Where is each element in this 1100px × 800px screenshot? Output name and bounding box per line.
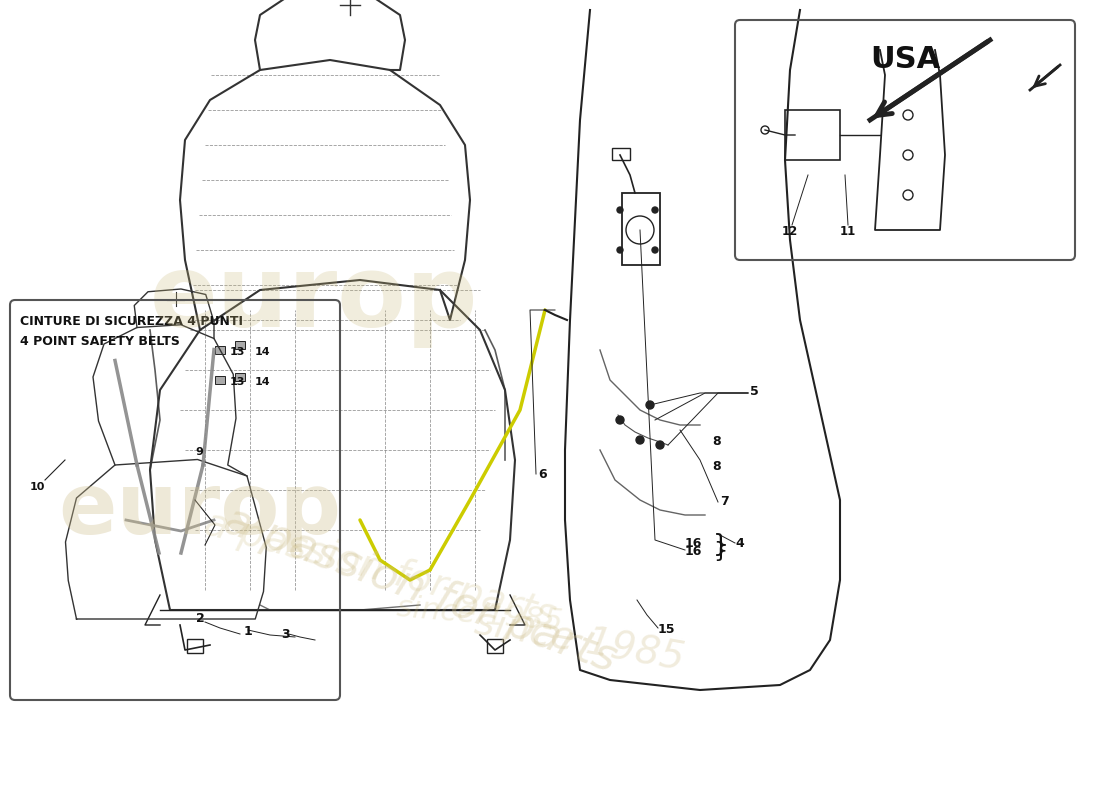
Text: 3: 3 (280, 628, 289, 641)
Text: 10: 10 (30, 482, 45, 492)
Text: a passion for parts: a passion for parts (200, 505, 560, 635)
Bar (487, 639, 503, 653)
Text: 16: 16 (685, 545, 703, 558)
Text: }: } (713, 541, 727, 561)
Text: 4 POINT SAFETY BELTS: 4 POINT SAFETY BELTS (20, 335, 180, 348)
Circle shape (617, 207, 623, 213)
Text: 8: 8 (712, 435, 720, 448)
Text: 5: 5 (750, 385, 759, 398)
Text: 16: 16 (685, 537, 703, 550)
Text: 13: 13 (230, 347, 245, 357)
Circle shape (646, 401, 654, 409)
Text: 7: 7 (720, 495, 728, 508)
Text: since 1985: since 1985 (396, 594, 564, 637)
Circle shape (652, 247, 658, 253)
Bar (235, 373, 245, 381)
Text: 1: 1 (243, 625, 252, 638)
Text: 11: 11 (840, 225, 856, 238)
Text: europ: europ (150, 251, 478, 349)
Bar (187, 639, 204, 653)
Bar (621, 193, 660, 265)
Bar (214, 376, 225, 384)
Bar (214, 346, 225, 354)
Text: 14: 14 (255, 347, 271, 357)
Text: 12: 12 (782, 225, 799, 238)
Text: since 1985: since 1985 (472, 603, 688, 677)
Text: a passion for parts: a passion for parts (218, 499, 623, 681)
Circle shape (656, 441, 664, 449)
Text: europ: europ (58, 469, 342, 551)
Text: 15: 15 (658, 623, 675, 636)
Bar (235, 341, 245, 349)
Text: CINTURE DI SICUREZZA 4 PUNTI: CINTURE DI SICUREZZA 4 PUNTI (20, 315, 243, 328)
Bar (612, 148, 630, 160)
Bar (785, 110, 840, 160)
Text: 8: 8 (712, 460, 720, 473)
Text: 6: 6 (538, 468, 547, 481)
Text: 13: 13 (230, 377, 245, 387)
Circle shape (636, 436, 644, 444)
Text: 2: 2 (196, 612, 205, 625)
Circle shape (616, 416, 624, 424)
Text: 9: 9 (195, 447, 202, 457)
Text: USA: USA (870, 45, 940, 74)
Text: 14: 14 (255, 377, 271, 387)
Text: }: } (713, 533, 729, 557)
Circle shape (617, 247, 623, 253)
Circle shape (652, 207, 658, 213)
Text: 4: 4 (735, 537, 744, 550)
